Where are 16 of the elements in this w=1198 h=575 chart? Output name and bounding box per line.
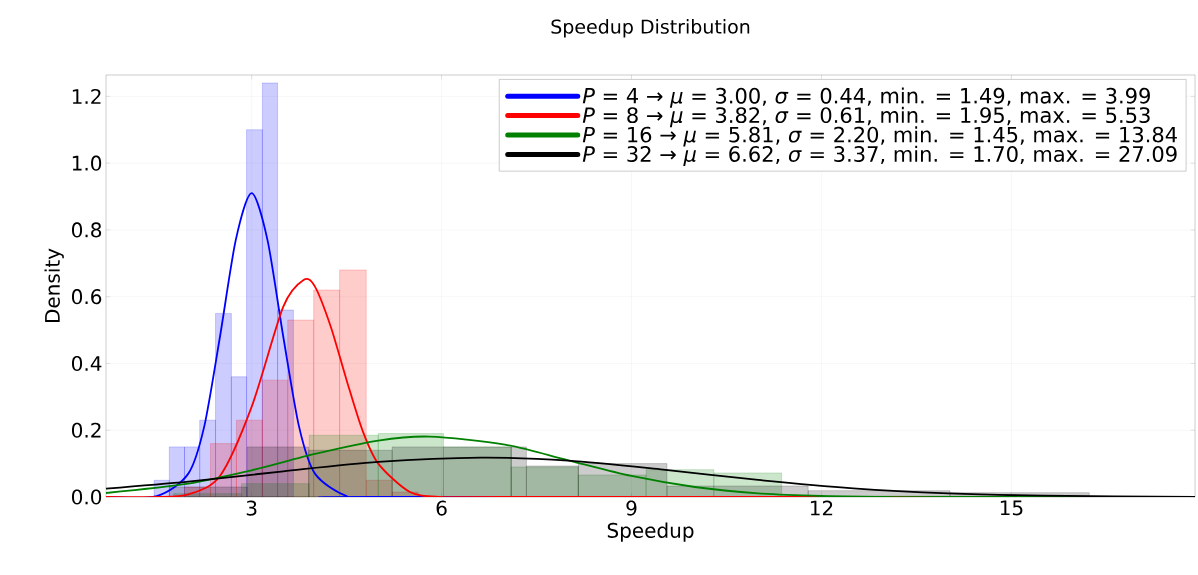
y-tick-label: 0.4: [71, 355, 102, 372]
chart-title: Speedup Distribution: [551, 19, 750, 38]
x-tick-label: 15: [1000, 500, 1023, 516]
y-tick-label: 0.2: [71, 422, 101, 438]
y-tick-label: 0.6: [71, 289, 102, 305]
line-series: [106, 456, 1196, 497]
x-axis-title: Speedup: [607, 522, 694, 542]
y-tick-label: 1.2: [72, 88, 101, 104]
y-tick-label: 1.0: [72, 155, 102, 171]
x-tick-label: 3: [246, 500, 257, 516]
x-tick-label: 9: [626, 500, 637, 516]
y-tick-label: 0.8: [71, 222, 102, 238]
y-axis-title: Density: [44, 248, 64, 323]
y-tick-label: 0.0: [71, 489, 102, 505]
x-tick-label: 6: [436, 500, 447, 516]
x-tick-label: 12: [810, 500, 833, 516]
